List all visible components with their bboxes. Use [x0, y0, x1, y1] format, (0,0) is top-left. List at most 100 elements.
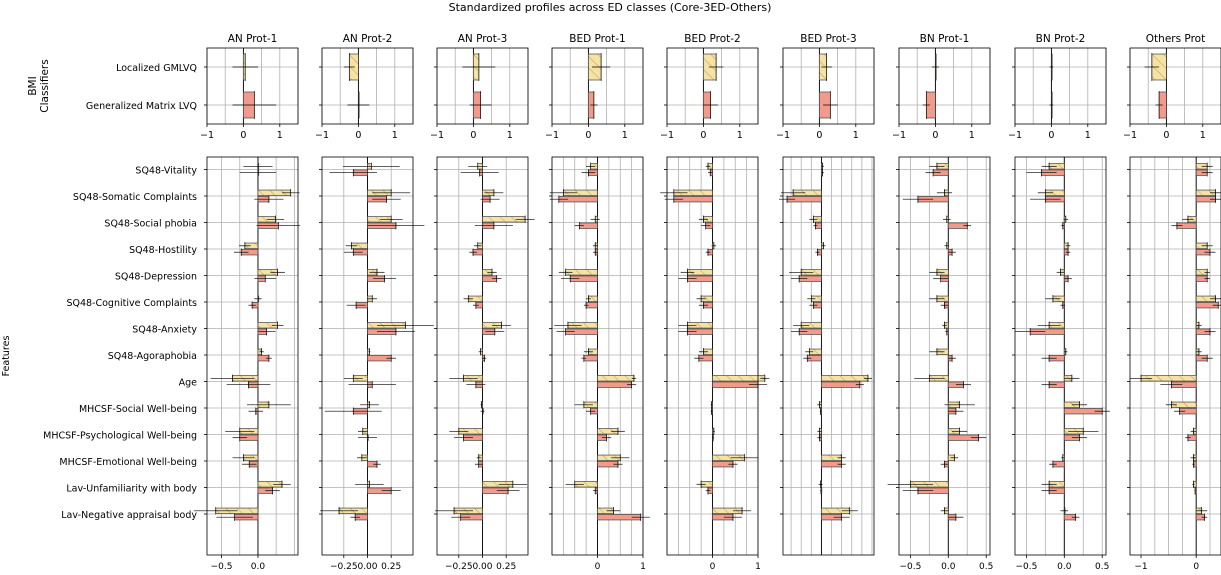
- panel-2: AN Prot-3 −1 0 1 −0.25 0.00 0.25: [430, 33, 535, 572]
- x-tick-label: −0.25: [330, 562, 358, 572]
- x-tick-label: 0: [585, 130, 591, 141]
- x-tick-label: 0.0: [251, 562, 266, 572]
- x-tick-label: 1: [622, 130, 628, 141]
- feature-label: SQ48-Somatic Complaints: [73, 192, 197, 203]
- feature-label: MHCSF-Social Well-being: [79, 404, 197, 415]
- axes-frame: [206, 156, 299, 556]
- panel-title: BED Prot-3: [800, 33, 857, 45]
- x-tick-label: −0.5: [899, 562, 921, 572]
- panel-title: BN Prot-2: [1036, 33, 1086, 45]
- axes-frame: [436, 47, 529, 125]
- feature-label: SQ48-Agoraphobia: [108, 351, 197, 362]
- x-tick-label: −0.5: [1015, 562, 1037, 572]
- axes-frame: [666, 47, 759, 125]
- panel-0: AN Prot-1 −1 0 1 −0.5 0.0: [193, 33, 301, 572]
- axes-frame: [1014, 47, 1107, 125]
- feature-label: MHCSF-Psychological Well-being: [43, 431, 197, 442]
- x-tick-label: −0.25: [445, 562, 473, 572]
- x-tick-label: 0.25: [496, 562, 516, 572]
- top-category-label: Generalized Matrix LVQ: [86, 101, 197, 112]
- plot-area: Localized GMLVQ Generalized Matrix LVQ SQ4…: [1, 33, 1221, 572]
- panel-title: AN Prot-3: [458, 33, 508, 45]
- x-tick-label: 1: [1200, 130, 1206, 141]
- x-tick-label: 1: [755, 562, 761, 572]
- x-tick-label: −1: [430, 130, 444, 141]
- axes-frame: [782, 156, 875, 556]
- x-tick-label: 0.00: [357, 562, 377, 572]
- feature-label: SQ48-Anxiety: [132, 325, 197, 336]
- x-tick-label: 0.5: [1095, 562, 1109, 572]
- panel-5: BED Prot-3 −1 0 1: [776, 33, 875, 556]
- feature-label: SQ48-Social phobia: [104, 219, 197, 230]
- bar-generalized-matrix-lvq: [597, 381, 632, 388]
- x-tick-label: 0: [470, 130, 476, 141]
- bar-generalized-matrix-lvq: [821, 381, 861, 388]
- x-tick-label: 0: [240, 130, 246, 141]
- panel-8: Others Prot −1 0 1 −1 0: [1123, 33, 1221, 572]
- x-tick-label: 1: [507, 130, 513, 141]
- x-tick-label: −1: [776, 130, 790, 141]
- panel-4: BED Prot-2 −1 0 1 0 1: [660, 33, 770, 572]
- x-tick-label: −0.5: [211, 562, 233, 572]
- feature-label: SQ48-Hostility: [129, 245, 197, 256]
- x-tick-label: 0: [595, 562, 601, 572]
- axes-frame: [321, 47, 414, 125]
- x-tick-label: −1: [1008, 130, 1022, 141]
- x-tick-label: −1: [200, 130, 214, 141]
- feature-label: SQ48-Cognitive Complaints: [66, 298, 197, 309]
- axes-frame: [1014, 156, 1107, 556]
- panel-3: BED Prot-1 −1 0 1 0 1: [545, 33, 650, 572]
- bar-localized-gmlvq: [821, 375, 869, 382]
- feature-label: Lav-Unfamiliarity with body: [66, 484, 197, 495]
- chart-title: Standardized profiles across ED classes …: [449, 1, 772, 14]
- x-tick-label: 0: [1048, 130, 1054, 141]
- top-category-label: Localized GMLVQ: [116, 63, 197, 74]
- panel-title: AN Prot-2: [343, 33, 393, 45]
- x-tick-label: 0: [1193, 562, 1199, 572]
- feature-label: MHCSF-Emotional Well-being: [59, 457, 197, 468]
- x-tick-label: 1: [392, 130, 398, 141]
- axes-frame: [1129, 156, 1221, 556]
- x-tick-label: −1: [1123, 130, 1137, 141]
- x-tick-label: 1: [1085, 130, 1091, 141]
- x-tick-label: 1: [277, 130, 283, 141]
- x-tick-label: 0.0: [1057, 562, 1072, 572]
- x-tick-label: 1: [640, 562, 646, 572]
- bar-localized-gmlvq: [712, 375, 766, 382]
- x-tick-label: −1: [892, 130, 906, 141]
- x-tick-label: 0: [816, 130, 822, 141]
- panel-7: BN Prot-2 −1 0 1 −0.5 0.0 0.5: [1008, 33, 1110, 572]
- panel-title: AN Prot-1: [228, 33, 278, 45]
- x-tick-label: 1: [737, 130, 743, 141]
- axes-frame: [898, 156, 991, 556]
- panel-title: BED Prot-1: [569, 33, 626, 45]
- panel-title: BN Prot-1: [920, 33, 970, 45]
- panel-title: Others Prot: [1146, 33, 1205, 45]
- x-tick-label: 1: [969, 130, 975, 141]
- x-tick-label: 0: [700, 130, 706, 141]
- x-tick-label: 1: [853, 130, 859, 141]
- x-tick-label: 0: [1163, 130, 1169, 141]
- axes-frame: [782, 47, 875, 125]
- x-tick-label: 0: [932, 130, 938, 141]
- panel-6: BN Prot-1 −1 0 1 −0.5 0.0 0.5: [887, 33, 993, 572]
- feature-label: SQ48-Vitality: [135, 166, 197, 177]
- top-ylabel: BMIClassifiers: [27, 59, 51, 112]
- panel-1: AN Prot-2 −1 0 1 −0.25 0.00 0.25: [315, 33, 434, 572]
- axes-frame: [551, 47, 644, 125]
- axes-frame: [206, 47, 299, 125]
- x-tick-label: 0.0: [941, 562, 956, 572]
- x-tick-label: −1: [1134, 562, 1147, 572]
- x-tick-label: 0.5: [979, 562, 993, 572]
- x-tick-label: 0.00: [472, 562, 492, 572]
- x-tick-label: −1: [315, 130, 329, 141]
- axes-frame: [1129, 47, 1221, 125]
- bar-localized-gmlvq: [597, 375, 635, 382]
- x-tick-label: 0: [355, 130, 361, 141]
- x-tick-label: 0: [710, 562, 716, 572]
- x-tick-label: 0.25: [381, 562, 401, 572]
- x-tick-label: −1: [545, 130, 559, 141]
- axes-frame: [898, 47, 991, 125]
- feature-label: Lav-Negative appraisal body: [61, 510, 197, 521]
